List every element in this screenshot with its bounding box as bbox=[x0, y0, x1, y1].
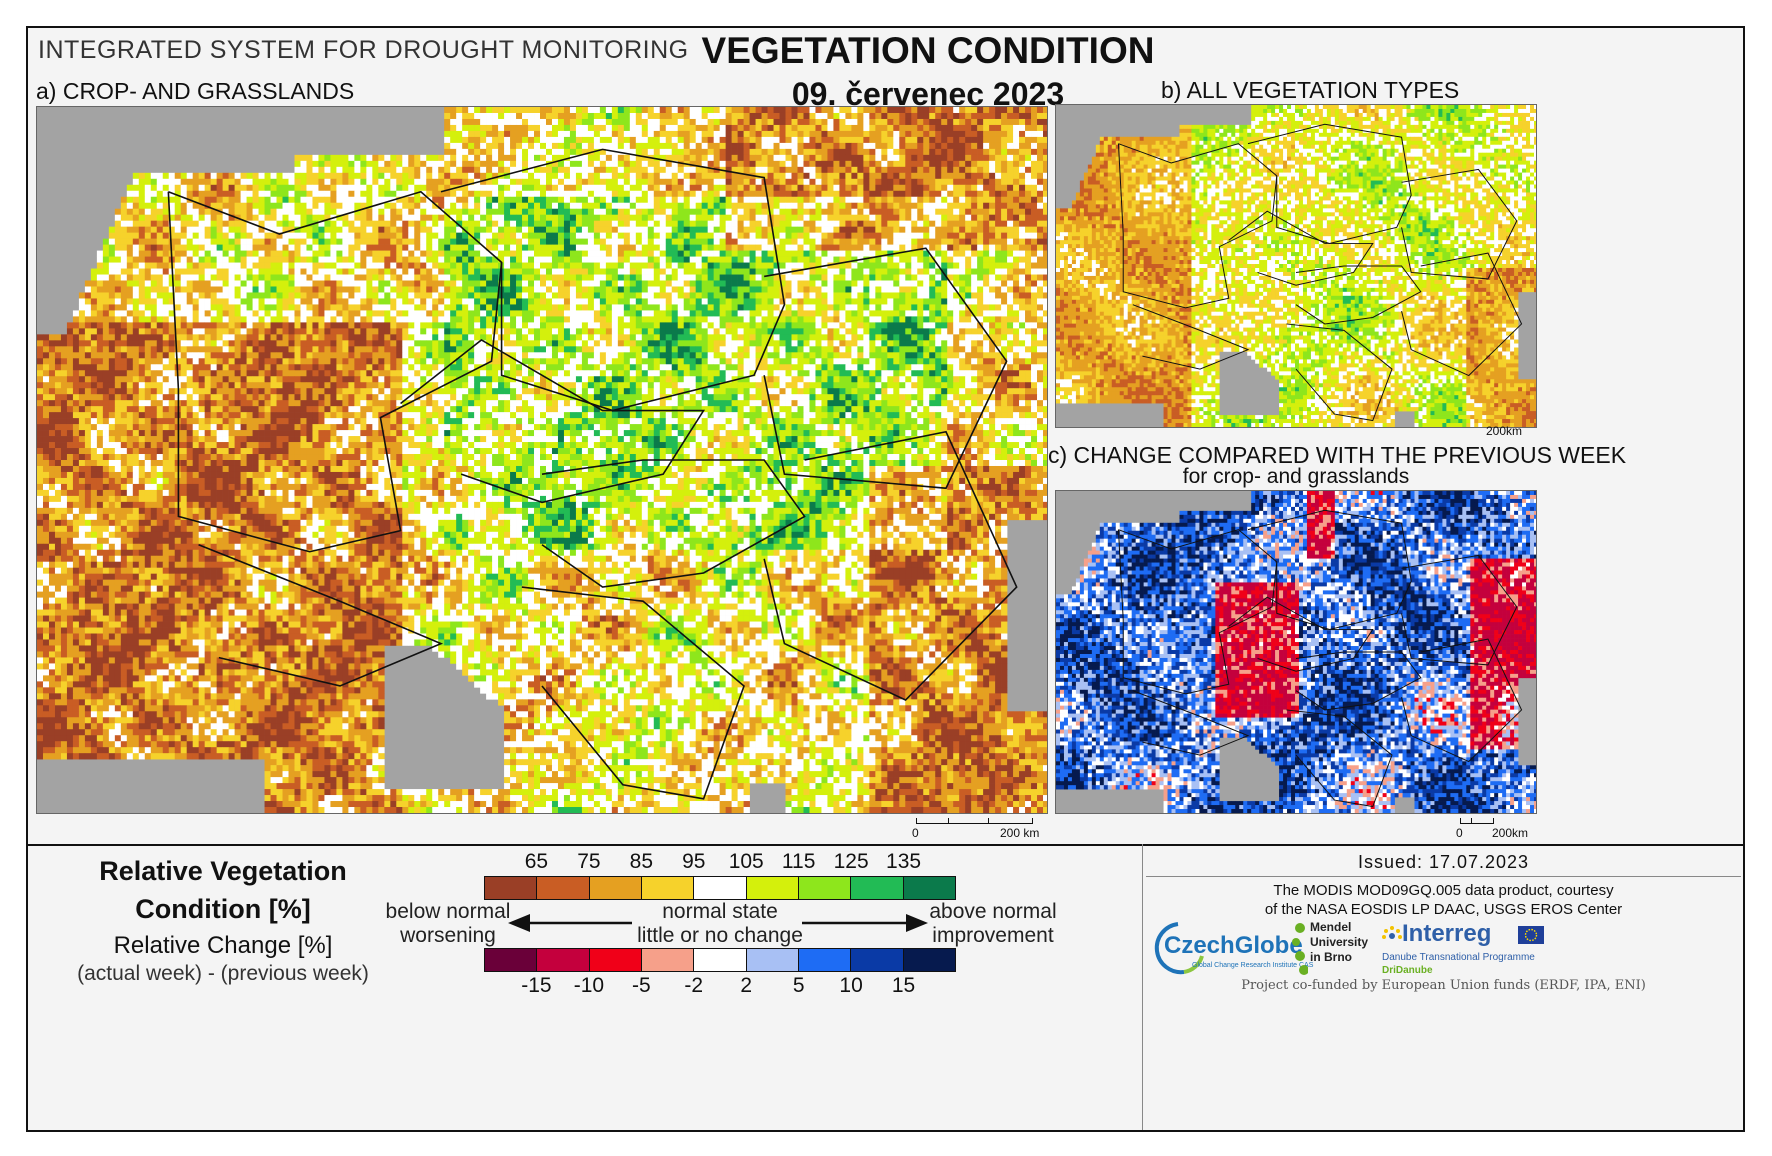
interreg-logo[interactable]: Interreg Danube Transnational Programme … bbox=[1380, 918, 1546, 980]
czechglobe-logo[interactable]: CzechGlobe Global Change Research Instit… bbox=[1148, 920, 1316, 976]
change-tick-label: 5 bbox=[793, 974, 805, 998]
legend-below-normal: below normal worsening bbox=[378, 900, 518, 948]
panel-c-sublabel: for crop- and grasslands bbox=[1055, 465, 1537, 489]
cofunded-note: Project co-funded by European Union fund… bbox=[1142, 978, 1745, 993]
condition-tick-label: 135 bbox=[886, 850, 921, 874]
legend-above-normal: above normal improvement bbox=[918, 900, 1068, 948]
condition-tick-label: 105 bbox=[729, 850, 764, 874]
legend-divider bbox=[28, 844, 1743, 846]
change-swatch bbox=[851, 949, 903, 971]
change-tick-label: -15 bbox=[521, 974, 551, 998]
panel-b-map[interactable] bbox=[1055, 104, 1537, 428]
change-ticks: -15 -10 -5 -2 2 5 10 15 bbox=[484, 974, 956, 1000]
arrow-right-icon bbox=[800, 912, 928, 934]
condition-ticks: 65 75 85 95 105 115 125 135 bbox=[484, 850, 956, 876]
condition-swatch bbox=[537, 877, 589, 899]
change-swatch bbox=[799, 949, 851, 971]
change-tick-label: 2 bbox=[740, 974, 752, 998]
change-tick-label: -10 bbox=[574, 974, 604, 998]
interreg-star-icon bbox=[1380, 924, 1404, 948]
eu-flag-icon bbox=[1518, 926, 1544, 944]
condition-tick-label: 65 bbox=[525, 850, 548, 874]
panel-a-label: a) CROP- AND GRASSLANDS bbox=[36, 78, 354, 105]
condition-swatch bbox=[747, 877, 799, 899]
change-tick-label: 15 bbox=[892, 974, 915, 998]
mendel-dots-icon bbox=[1292, 922, 1308, 978]
map-frame: INTEGRATED SYSTEM FOR DROUGHT MONITORING… bbox=[26, 26, 1745, 1132]
panel-a-map[interactable] bbox=[36, 106, 1048, 814]
change-color-bar bbox=[484, 948, 956, 972]
change-tick-label: -5 bbox=[632, 974, 651, 998]
condition-tick-label: 115 bbox=[782, 850, 815, 874]
condition-swatch bbox=[904, 877, 955, 899]
legend-change-subtitle: (actual week) - (previous week) bbox=[68, 962, 378, 986]
panel-b-label: b) ALL VEGETATION TYPES bbox=[1161, 77, 1459, 104]
change-swatch bbox=[485, 949, 537, 971]
condition-tick-label: 85 bbox=[630, 850, 653, 874]
change-tick-label: 10 bbox=[839, 974, 862, 998]
condition-swatch bbox=[851, 877, 903, 899]
change-swatch bbox=[904, 949, 955, 971]
panel-c-map[interactable] bbox=[1055, 490, 1537, 814]
condition-swatch bbox=[799, 877, 851, 899]
condition-swatch bbox=[590, 877, 642, 899]
change-swatch bbox=[747, 949, 799, 971]
legend-condition-title: Relative Vegetation Condition [%] bbox=[68, 852, 378, 928]
panel-c-scale: 0 200km bbox=[1456, 818, 1538, 838]
panel-b-raster bbox=[1056, 105, 1536, 427]
panel-a-scale: 0 200 km bbox=[916, 818, 1046, 838]
legend-change-title: Relative Change [%] bbox=[68, 932, 378, 960]
arrow-left-icon bbox=[508, 912, 634, 934]
legend-normal-state: normal state little or no change bbox=[618, 900, 822, 948]
change-tick-label: -2 bbox=[684, 974, 703, 998]
condition-swatch bbox=[642, 877, 694, 899]
data-credit: The MODIS MOD09GQ.005 data product, cour… bbox=[1142, 881, 1745, 919]
change-swatch bbox=[590, 949, 642, 971]
change-swatch bbox=[537, 949, 589, 971]
condition-tick-label: 95 bbox=[682, 850, 705, 874]
condition-tick-label: 125 bbox=[834, 850, 869, 874]
issued-date: Issued: 17.07.2023 bbox=[1142, 852, 1745, 873]
change-swatch bbox=[694, 949, 746, 971]
condition-color-bar bbox=[484, 876, 956, 900]
issued-divider bbox=[1146, 876, 1741, 877]
mendel-logo[interactable]: Mendel University in Brno bbox=[1292, 920, 1384, 978]
panel-c-raster bbox=[1056, 491, 1536, 813]
panel-b-scale: 200km bbox=[1486, 420, 1538, 440]
page-title: VEGETATION CONDITION bbox=[588, 30, 1268, 72]
condition-tick-label: 75 bbox=[577, 850, 600, 874]
change-swatch bbox=[642, 949, 694, 971]
condition-swatch bbox=[485, 877, 537, 899]
panel-a-raster bbox=[37, 107, 1047, 813]
condition-swatch bbox=[694, 877, 746, 899]
